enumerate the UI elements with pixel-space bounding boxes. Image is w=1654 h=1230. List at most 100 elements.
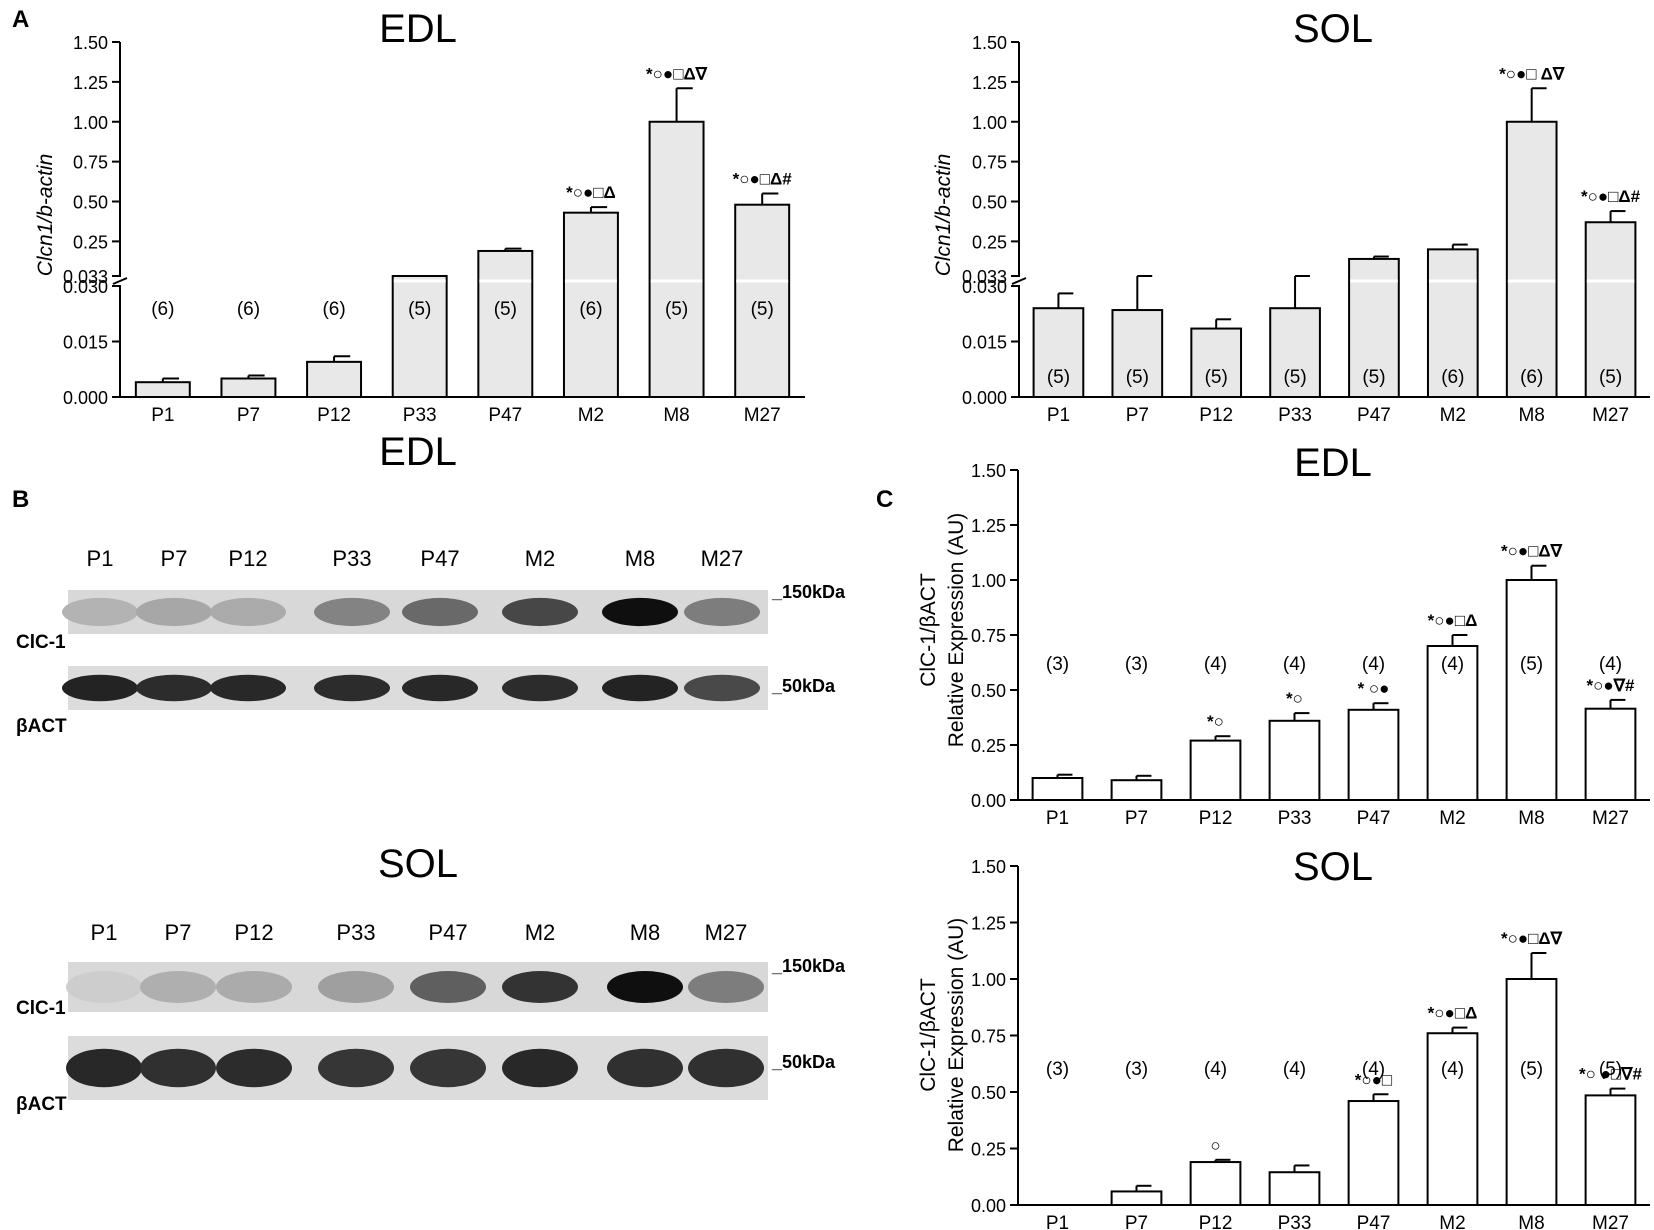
bar bbox=[1426, 645, 1479, 801]
significance-annotation: *○●□Δ∇ bbox=[1501, 542, 1563, 561]
x-tick-label: P7 bbox=[1126, 405, 1149, 426]
bar bbox=[562, 211, 619, 398]
blot-title: EDL bbox=[379, 430, 457, 474]
bar bbox=[134, 381, 191, 399]
y-tick-label: 0.000 bbox=[962, 388, 1007, 408]
bar bbox=[1505, 120, 1558, 398]
x-tick-label: M27 bbox=[1592, 1213, 1629, 1230]
clc1-band bbox=[216, 971, 292, 1003]
y-tick-label: 0.25 bbox=[971, 1140, 1006, 1160]
x-tick-label: P47 bbox=[488, 405, 522, 426]
x-tick-label: M2 bbox=[1439, 808, 1465, 829]
n-label: (4) bbox=[1441, 1059, 1464, 1080]
n-label: (6) bbox=[322, 299, 345, 320]
y-tick-label: 0.50 bbox=[971, 681, 1006, 701]
x-tick-label: P1 bbox=[151, 405, 174, 426]
chart-title: SOL bbox=[1293, 845, 1373, 889]
x-tick-label: P33 bbox=[403, 405, 437, 426]
chart-title: EDL bbox=[1294, 441, 1372, 485]
bar bbox=[734, 203, 791, 398]
bact-band bbox=[216, 1048, 292, 1088]
clc1-band bbox=[402, 597, 478, 627]
bar bbox=[1268, 1171, 1321, 1206]
clc1-band bbox=[602, 597, 678, 627]
y-tick-label: 0.50 bbox=[971, 1083, 1006, 1103]
n-label: (3) bbox=[1046, 654, 1069, 675]
bar bbox=[1110, 1190, 1163, 1206]
clc1-band bbox=[136, 597, 212, 627]
x-tick-label: M2 bbox=[1439, 1213, 1465, 1230]
n-label: (4) bbox=[1362, 654, 1385, 675]
chart-title: SOL bbox=[1293, 7, 1373, 51]
n-label: (4) bbox=[1441, 654, 1464, 675]
bact-band bbox=[402, 674, 478, 702]
x-tick-label: M27 bbox=[1592, 405, 1629, 426]
chart-c-edl: EDL 0.00 0.25 0.50 0.75 1.00 1.25 1.50 ClC-1/βAC… bbox=[917, 441, 1650, 829]
blot-image bbox=[62, 590, 768, 710]
x-tick-label: P7 bbox=[1125, 1213, 1148, 1230]
row-label-bact: βACT bbox=[16, 716, 67, 737]
n-label: (5) bbox=[1362, 367, 1385, 388]
y-tick-label: 0.030 bbox=[63, 277, 108, 297]
lane-label: P47 bbox=[420, 546, 460, 571]
n-label: (6) bbox=[237, 299, 260, 320]
y-tick-label: 0.75 bbox=[971, 626, 1006, 646]
x-tick-label: M8 bbox=[1518, 1213, 1544, 1230]
x-tick-label: P47 bbox=[1357, 405, 1391, 426]
x-tick-label: P47 bbox=[1357, 808, 1391, 829]
bact-band bbox=[318, 1048, 394, 1088]
n-label: (5) bbox=[1283, 367, 1306, 388]
bar bbox=[1032, 307, 1085, 399]
chart-title: EDL bbox=[379, 7, 457, 51]
bact-band bbox=[684, 674, 760, 702]
panel-letter-a: A bbox=[12, 6, 30, 33]
y-tick-label: 0.033 bbox=[63, 267, 108, 287]
bar bbox=[1347, 1100, 1400, 1207]
n-label: (4) bbox=[1599, 654, 1622, 675]
bar bbox=[1584, 1094, 1637, 1207]
y-tick-label: 0.75 bbox=[73, 153, 108, 173]
lane-label: P7 bbox=[164, 920, 192, 945]
y-tick-label: 1.25 bbox=[971, 914, 1006, 934]
n-label: (5) bbox=[1599, 367, 1622, 388]
bact-band bbox=[502, 1048, 578, 1088]
clc1-band bbox=[410, 971, 486, 1003]
bar bbox=[1426, 1032, 1479, 1206]
y-tick-label: 0.75 bbox=[972, 153, 1007, 173]
significance-annotation: *○●□Δ bbox=[1428, 611, 1478, 630]
chart-c-sol: SOL 0.00 0.25 0.50 0.75 1.00 1.25 1.50 ClC-1/βAC… bbox=[917, 845, 1650, 1230]
bar bbox=[1584, 221, 1637, 398]
y-tick-label: 1.00 bbox=[971, 571, 1006, 591]
x-tick-label: M2 bbox=[1440, 405, 1466, 426]
bar bbox=[1189, 739, 1242, 801]
y-tick-label: 0.50 bbox=[972, 193, 1007, 213]
bact-band bbox=[602, 674, 678, 702]
panel-letter-c: C bbox=[876, 486, 894, 513]
blot-image bbox=[66, 962, 768, 1100]
marker-150kda: _150kDa bbox=[772, 956, 846, 976]
x-tick-label: M8 bbox=[663, 405, 689, 426]
x-tick-label: P33 bbox=[1278, 1213, 1312, 1230]
y-tick-label: 1.00 bbox=[73, 113, 108, 133]
n-label: (5) bbox=[408, 299, 431, 320]
bar bbox=[1505, 579, 1558, 801]
y-axis-label-line: Relative Expression (AU) bbox=[945, 918, 968, 1153]
y-tick-label: 1.25 bbox=[971, 516, 1006, 536]
bar bbox=[220, 377, 277, 398]
significance-annotation: *○●□ bbox=[1355, 1070, 1392, 1089]
y-tick-label: 1.50 bbox=[971, 461, 1006, 481]
significance-annotation: *○ bbox=[1207, 712, 1224, 731]
bar bbox=[391, 275, 448, 398]
n-label: (5) bbox=[1126, 367, 1149, 388]
y-tick-label: 0.033 bbox=[962, 267, 1007, 287]
n-label: (6) bbox=[1441, 367, 1464, 388]
x-tick-label: P12 bbox=[1199, 405, 1233, 426]
y-tick-label: 1.50 bbox=[971, 857, 1006, 877]
bar bbox=[1110, 779, 1163, 802]
bar bbox=[1584, 707, 1637, 802]
significance-annotation: *○●□Δ# bbox=[1581, 187, 1641, 206]
y-tick-label: 1.50 bbox=[73, 33, 108, 53]
x-tick-label: M8 bbox=[1518, 405, 1544, 426]
significance-annotation: * ○● bbox=[1358, 679, 1390, 698]
